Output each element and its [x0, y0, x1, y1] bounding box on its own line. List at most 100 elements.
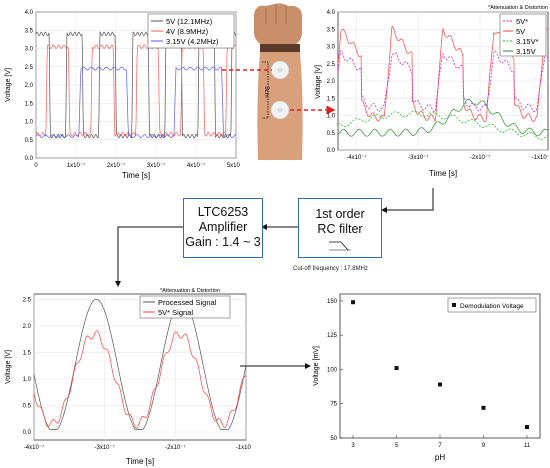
distance-bracket — [262, 61, 269, 119]
lowpass-response-icon — [329, 241, 351, 251]
forearm-photo: 8cm — [254, 3, 303, 160]
attenuation-note: *Attenuation & Distortion — [488, 5, 548, 11]
x-tick-label: 3x10⁻⁷ — [147, 162, 165, 169]
rc-filter-block: 1st order RC filter — [298, 198, 382, 258]
x-tick-label: -1x10⁻⁷ — [236, 444, 252, 451]
series-line-3v15 — [337, 98, 549, 137]
legend-label: 3.15V* — [516, 37, 539, 46]
amplifier-gain: Gain : 1.4 ~ 3 — [185, 235, 261, 249]
plot-frame — [339, 293, 541, 439]
data-point — [394, 366, 399, 371]
x-tick-label: -1x10⁻⁷ — [532, 154, 550, 161]
electrode-arrows — [222, 69, 336, 115]
y-tick-label: 4.0 — [327, 10, 336, 16]
x-tick-label: 7 — [438, 443, 442, 449]
x-tick-label: 9 — [482, 443, 486, 449]
y-tick-label: 2.5 — [23, 297, 32, 303]
x-tick-label: 3 — [351, 443, 355, 449]
y-tick-label: 0.5 — [327, 131, 336, 137]
y-tick-label: 3.0 — [25, 47, 34, 53]
flow-arrow — [115, 226, 183, 287]
y-tick-label: 1.0 — [23, 377, 32, 383]
y-tick-label: 125 — [327, 333, 338, 339]
series-line-5v-star — [33, 330, 247, 429]
distance-label: 8cm — [263, 86, 269, 97]
y-axis-label: Voltage [V] — [5, 68, 12, 102]
x-tick-label: 11 — [524, 443, 531, 449]
attenuation-note: *Attenuation & Distortion — [160, 288, 220, 294]
x-axis-label: pH — [435, 453, 445, 462]
y-tick-label: 0.0 — [25, 156, 34, 162]
x-tick-label: 4x10⁻⁷ — [187, 162, 205, 169]
x-tick-label: -2x10⁻⁷ — [165, 444, 185, 451]
y-tick-label: 1.5 — [23, 350, 32, 356]
y-axis-label: Voltage [mV] — [313, 346, 320, 386]
legend-label: 5V* Signal — [158, 308, 193, 317]
y-tick-label: 50 — [330, 436, 337, 442]
series-line-processed — [33, 298, 247, 430]
y-tick-label: 0.0 — [327, 148, 336, 154]
y-tick-label: 2.0 — [23, 324, 32, 330]
y-tick-label: 3.5 — [327, 27, 336, 33]
legend-label: 5V* — [516, 17, 528, 26]
x-tick-label: -3x10⁻⁷ — [408, 154, 428, 161]
y-tick-label: 1.5 — [25, 101, 34, 107]
data-point — [438, 382, 442, 387]
y-tick-label: 4.0 — [25, 10, 34, 16]
y-tick-label: 2.0 — [25, 83, 34, 89]
x-axis-label: Time [s] — [126, 457, 154, 466]
amplifier-block: LTC6253 Amplifier Gain : 1.4 ~ 3 — [183, 198, 263, 258]
y-tick-label: 0.0 — [23, 430, 32, 436]
rc-filter-title: 1st order — [315, 207, 365, 221]
y-tick-label: 1.5 — [327, 96, 336, 102]
cutoff-frequency-label: Cut-off frequency : 17.8MHz — [293, 266, 368, 272]
amplifier-model: LTC6253 — [197, 205, 249, 219]
x-tick-label: 0 — [34, 163, 38, 169]
x-tick-label: -4x10⁻⁷ — [24, 444, 44, 451]
x-tick-label: -4x10⁻⁷ — [346, 154, 366, 161]
x-axis-label: Time [s] — [122, 171, 150, 180]
rc-filter-subtitle: RC filter — [317, 222, 363, 236]
legend-box — [447, 297, 537, 313]
y-tick-label: 150 — [327, 299, 338, 305]
finger-lines — [265, 5, 287, 24]
flow-arrow — [381, 188, 434, 213]
y-tick-label: 2.5 — [25, 65, 34, 71]
demodulation-chart: 50 75 100 125 150 3 5 7 9 11 Voltage [mV] pH Dem… — [313, 293, 541, 462]
plot-frame — [33, 293, 247, 441]
x-tick-label: 2x10⁻⁷ — [107, 162, 125, 169]
y-tick-label: 100 — [327, 367, 338, 373]
processed-signal-chart: *Attenuation & Distortion 0.0 0.5 1.0 1.5 2.… — [5, 288, 252, 466]
series-line-3v15-star — [337, 110, 549, 140]
legend-label: 5V (12.1MHz) — [166, 17, 213, 26]
series-line-5v — [337, 25, 549, 123]
received-waveform-chart: *Attenuation & Distortion 0.0 0.5 1.0 1.5 2.… — [315, 5, 550, 178]
y-tick-label: 3.0 — [327, 45, 336, 51]
raw-waveform-chart: 0.0 0.5 1.0 1.5 2.0 2.5 3.0 3.5 4.0 0 1x10⁻⁷ 2x10⁻… — [5, 10, 240, 180]
x-tick-label: 5x10⁻⁷ — [227, 162, 240, 169]
y-tick-label: 1.0 — [327, 114, 336, 120]
y-tick-label: 1.0 — [25, 120, 34, 126]
x-tick-label: 1x10⁻⁷ — [67, 162, 85, 169]
data-point — [351, 300, 356, 305]
y-tick-label: 75 — [330, 402, 337, 408]
legend-label: 3.15V — [516, 47, 536, 56]
x-tick-label: -2x10⁻⁷ — [470, 154, 490, 161]
y-axis-label: Voltage [V] — [5, 350, 12, 384]
y-tick-label: 2.0 — [327, 79, 336, 85]
data-point — [481, 405, 486, 410]
x-tick-label: 5 — [395, 443, 399, 449]
y-axis-label: Voltage [V] — [315, 65, 322, 99]
series-line-5v-star — [337, 49, 549, 113]
legend-label: Processed Signal — [158, 298, 217, 307]
signal-flow-arrows — [115, 188, 434, 287]
y-tick-label: 2.5 — [327, 62, 336, 68]
series-line-3v15 — [35, 66, 237, 138]
legend-label: 5V — [516, 27, 525, 36]
legend-label: 4V (8.9MHz) — [166, 27, 209, 36]
electrode-center — [277, 67, 283, 73]
y-tick-label: 0.5 — [25, 138, 34, 144]
amplifier-type: Amplifier — [198, 220, 248, 234]
y-tick-label: 3.5 — [25, 28, 34, 34]
y-tick-label: 0.5 — [23, 403, 32, 409]
